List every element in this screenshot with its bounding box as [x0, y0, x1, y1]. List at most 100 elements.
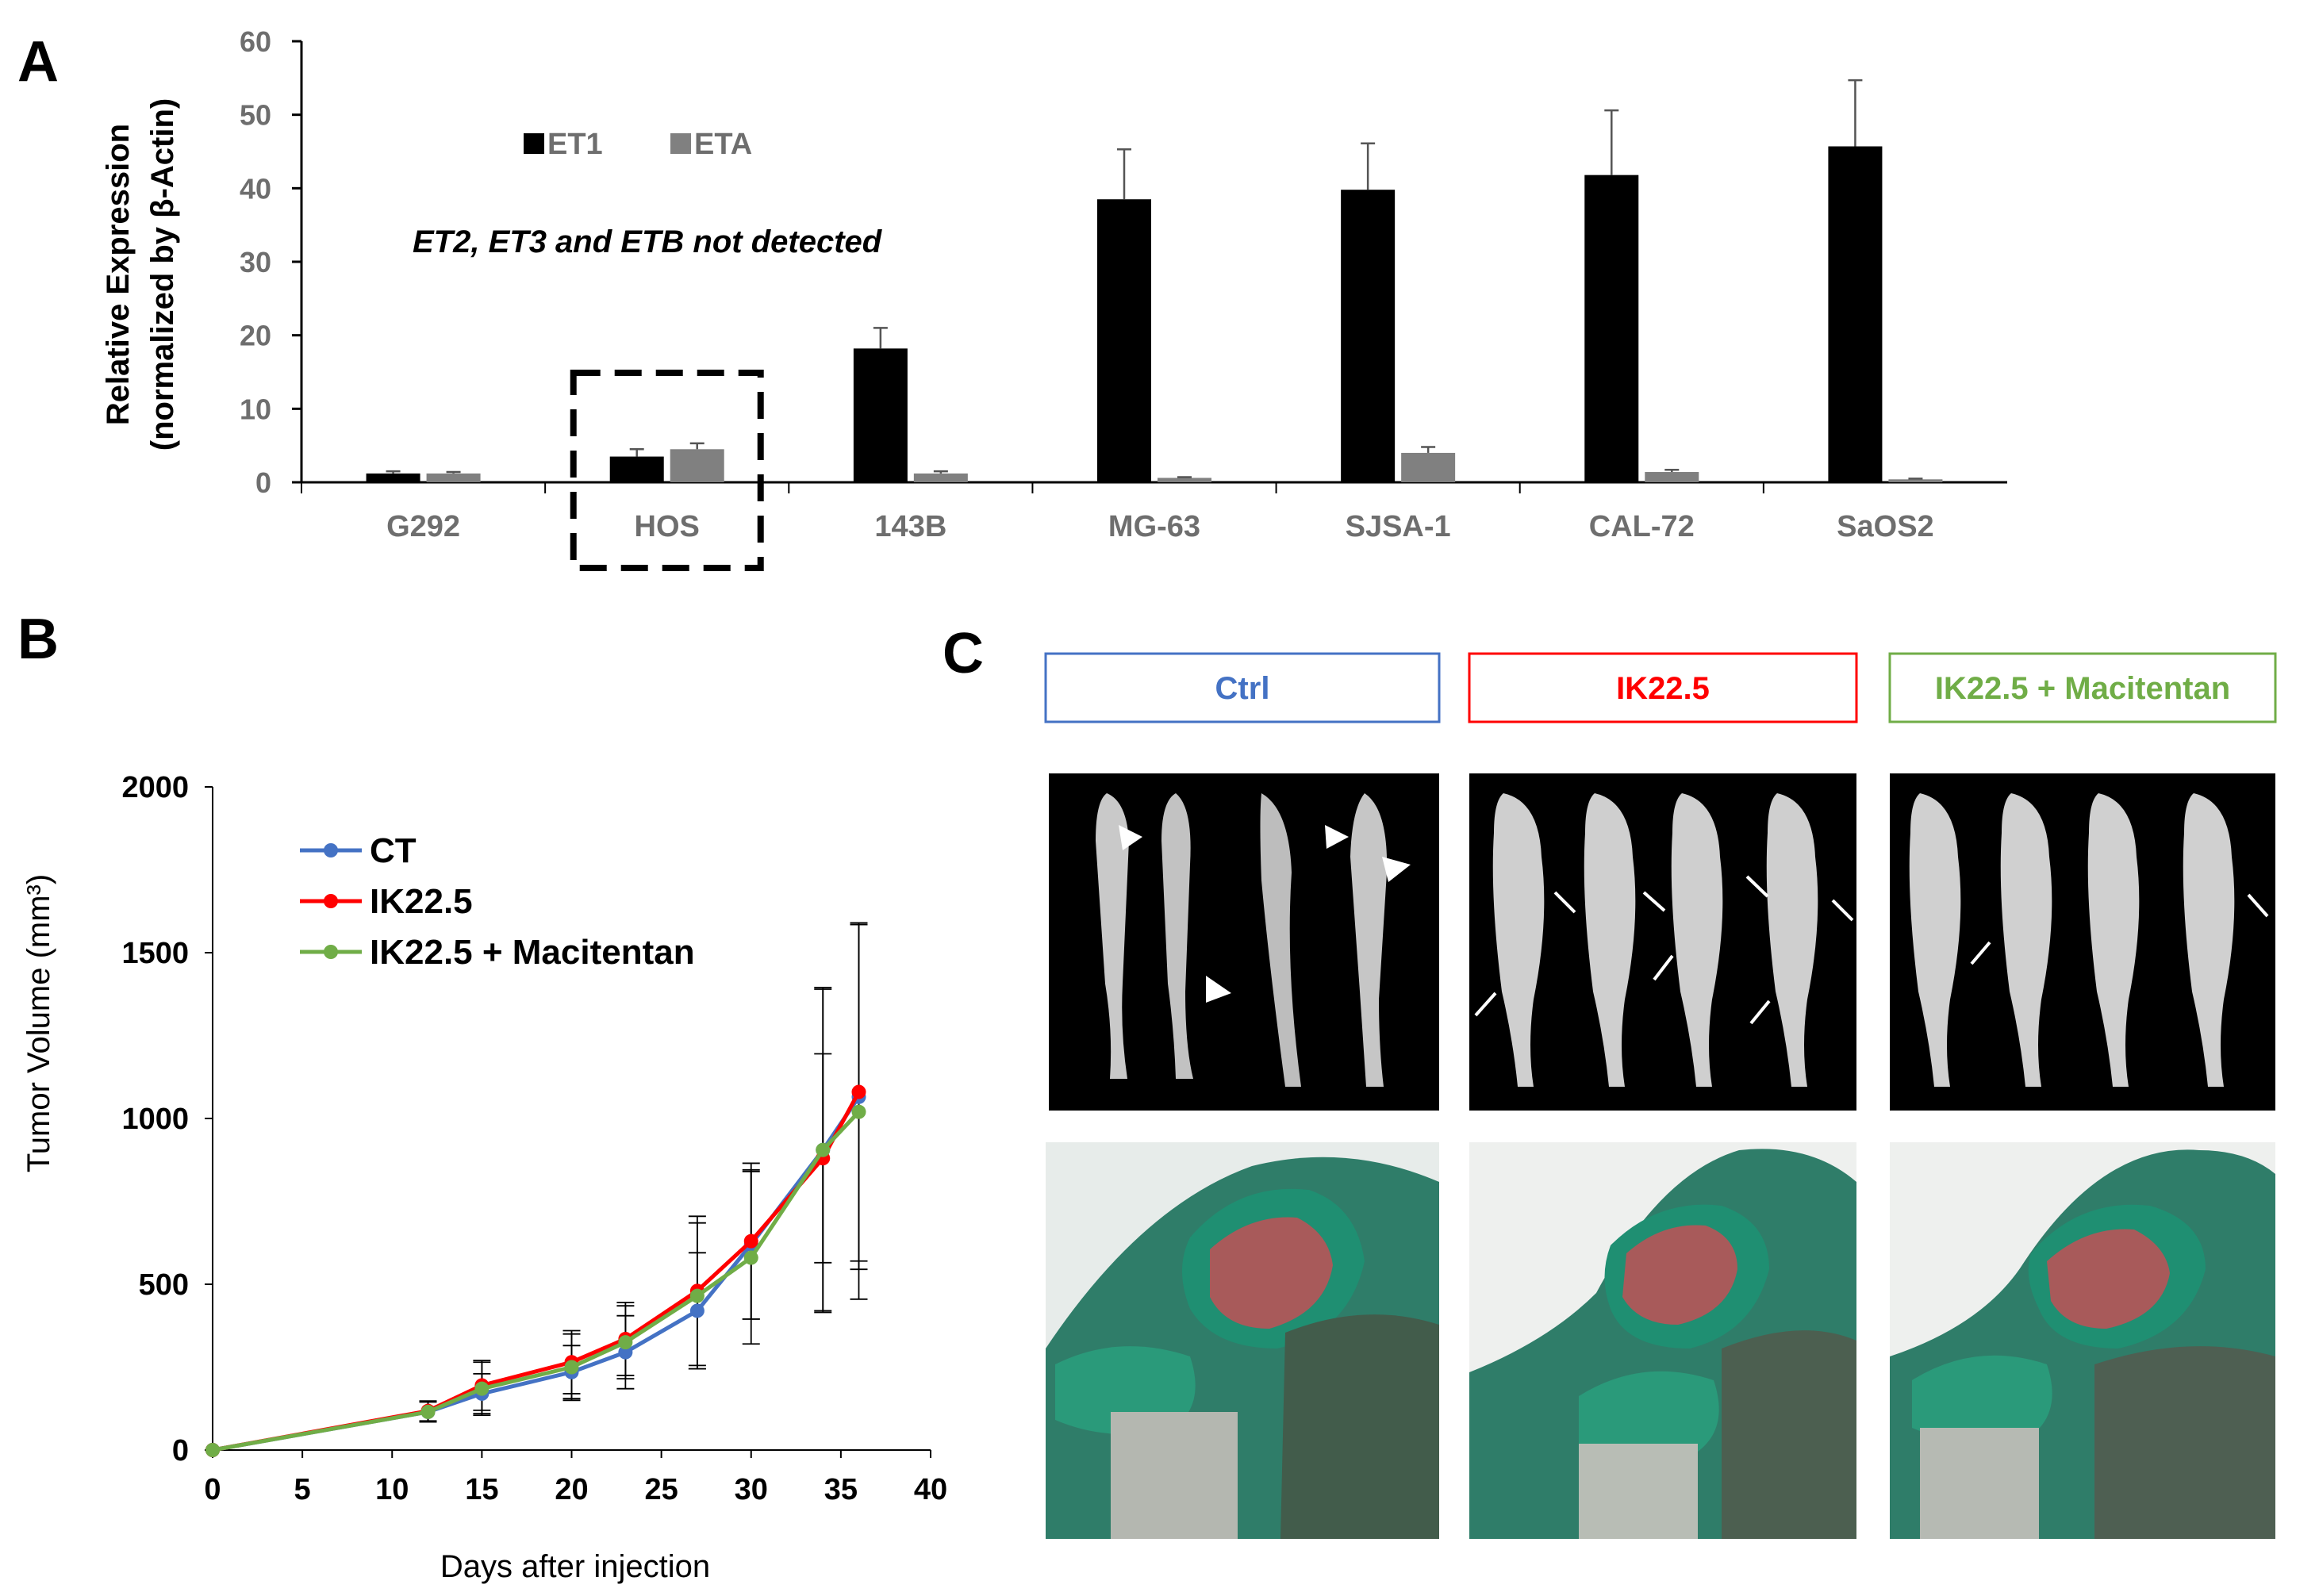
legend-label-eta: ETA — [694, 128, 752, 161]
x-tick-label: 20 — [555, 1473, 588, 1506]
chart-a-annotation: ET2, ET3 and ETB not detected — [413, 224, 883, 259]
series-line-ik22-5 — [212, 1091, 861, 1452]
legend-label-ik22-5-macitentan: IK22.5 + Macitentan — [370, 933, 695, 972]
arrowhead-icon — [1325, 825, 1349, 849]
arrow-icon — [1831, 899, 1854, 922]
y-tick-label: 60 — [240, 25, 271, 58]
bar-eta — [670, 449, 724, 482]
bar-eta — [1888, 479, 1943, 482]
x-tick-label: 15 — [465, 1473, 498, 1506]
arrow-icon — [1970, 941, 1991, 965]
chart-b-xlabel: Days after injection — [440, 1549, 710, 1584]
header-box-ik225-macitentan — [1888, 652, 2277, 723]
legend-swatch-eta — [670, 133, 691, 154]
x-tick-label: 5 — [294, 1473, 311, 1506]
chart-a-marks — [366, 79, 1943, 571]
data-point-ik22-5-macitentan — [474, 1381, 490, 1396]
chart-b: Tumor Volume (mm³) Days after injection … — [21, 771, 947, 1584]
data-point-ik22-5-macitentan — [743, 1250, 758, 1265]
header-box-ik225 — [1468, 652, 1858, 723]
category-label: SaOS2 — [1837, 510, 1934, 543]
chart-b-legend: CT IK22.5 IK22.5 + Macitentan — [300, 831, 695, 972]
y-tick-label: 30 — [240, 246, 271, 278]
highlight-box — [570, 370, 764, 571]
legend-label-ik22-5: IK22.5 — [370, 882, 473, 921]
chart-b-axes: 0 500 1000 1500 2000 0 5 10 15 20 25 30 35 40 — [121, 771, 947, 1506]
arrowhead-icon — [1206, 976, 1231, 1003]
legend-marker-ik22-5 — [324, 894, 338, 908]
data-point-ik22-5 — [743, 1233, 758, 1249]
category-label: SJSA-1 — [1346, 510, 1451, 543]
ctrl-microct-image — [1049, 773, 1439, 1111]
series-line-ik22-5-macitentan — [212, 1110, 861, 1452]
panel-label-a: A — [17, 30, 59, 94]
data-point-ik22-5 — [851, 1084, 866, 1099]
bar-et1 — [1828, 146, 1883, 482]
bar-eta — [1158, 478, 1211, 482]
arrow-icon — [1745, 875, 1769, 898]
y-tick-label: 40 — [240, 172, 271, 205]
panel-label-c: C — [943, 622, 984, 685]
data-point-ct — [689, 1303, 705, 1318]
x-tick-label: 25 — [644, 1473, 678, 1506]
chart-a-ylabel-line1: Relative Expression — [101, 124, 136, 425]
data-point-ik22-5-macitentan — [851, 1104, 866, 1119]
x-tick-label: 40 — [914, 1473, 947, 1506]
chart-a-axes: 0 10 20 30 40 50 60 G292 HOS 143B MG-63 SJSA-1 CAL-7… — [240, 25, 2007, 543]
x-tick-label: 10 — [375, 1473, 409, 1506]
legend-swatch-et1 — [524, 133, 544, 154]
bar-eta — [1401, 452, 1456, 482]
chart-a-ylabel-line2: (normalized by β-Actin) — [145, 98, 180, 451]
ik225-microct-image — [1469, 773, 1856, 1111]
ik225-macitentan-histology-image — [1890, 1142, 2275, 1539]
bar-et1 — [1097, 199, 1151, 482]
data-point-ik22-5-macitentan — [205, 1443, 220, 1457]
chart-a: Relative Expression (normalized by β-Act… — [101, 25, 2007, 571]
data-point-ik22-5-macitentan — [564, 1360, 579, 1375]
legend-marker-ct — [324, 843, 338, 857]
arrowhead-icon — [1382, 857, 1411, 882]
bar-et1 — [609, 456, 664, 482]
legend-label-et1: ET1 — [547, 128, 603, 161]
arrow-icon — [1653, 954, 1674, 981]
arrowhead-icon — [1119, 825, 1142, 850]
data-point-ik22-5-macitentan — [618, 1335, 633, 1350]
category-label: 143B — [874, 510, 946, 543]
bar-et1 — [1584, 175, 1639, 483]
y-tick-label: 1000 — [121, 1103, 189, 1136]
y-tick-label: 0 — [172, 1434, 189, 1467]
header-ik225-macitentan: IK22.5 + Macitentan — [1935, 671, 2230, 706]
bar-eta — [1645, 472, 1699, 482]
y-tick-label: 20 — [240, 320, 271, 352]
arrow-icon — [1749, 999, 1771, 1025]
legend-marker-ik22-5-macitentan — [324, 945, 338, 959]
bar-eta — [913, 473, 968, 482]
series-line-ct — [212, 1095, 861, 1452]
category-label: CAL-72 — [1589, 510, 1695, 543]
ik225-histology-image — [1469, 1142, 1856, 1539]
y-tick-label: 500 — [139, 1268, 189, 1302]
arrow-icon — [1642, 891, 1666, 912]
arrow-icon — [2247, 893, 2269, 918]
ik225-macitentan-microct-image — [1890, 773, 2275, 1111]
y-tick-label: 2000 — [121, 771, 189, 804]
panel-label-b: B — [17, 608, 59, 671]
y-tick-label: 50 — [240, 99, 271, 132]
data-point-ct — [618, 1345, 633, 1360]
category-label: G292 — [386, 510, 460, 543]
bar-et1 — [1341, 190, 1396, 483]
x-tick-label: 35 — [824, 1473, 858, 1506]
arrow-icon — [1553, 891, 1576, 914]
chart-a-legend: ET1 ETA — [524, 128, 752, 161]
bar-eta — [426, 473, 481, 482]
y-tick-label: 1500 — [121, 937, 189, 970]
arrow-icon — [1474, 992, 1497, 1017]
chart-b-ylabel: Tumor Volume (mm³) — [21, 874, 56, 1172]
data-point-ik22-5-macitentan — [689, 1288, 705, 1303]
x-tick-label: 0 — [204, 1473, 221, 1506]
panel-c-headers: Ctrl IK22.5 IK22.5 + Macitentan — [1044, 652, 2277, 723]
category-label: HOS — [635, 510, 700, 543]
bar-et1 — [366, 473, 420, 482]
header-ik225: IK22.5 — [1616, 671, 1710, 706]
